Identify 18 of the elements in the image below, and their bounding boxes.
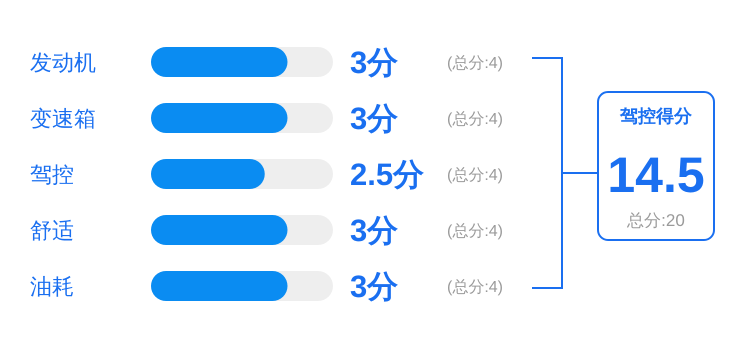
data-label: 3分 xyxy=(350,101,398,136)
y-tick-label: 驾控 xyxy=(30,162,74,187)
text: 驾控得分 xyxy=(619,106,693,126)
text: (总分:4) xyxy=(447,278,503,296)
y-tick-label: 舒适 xyxy=(30,218,74,243)
data-label: 2.5分 xyxy=(350,157,424,192)
text: 14.5 xyxy=(607,147,705,203)
text: (总分:4) xyxy=(447,222,503,240)
text: (总分:4) xyxy=(447,110,503,128)
data-label: 3分 xyxy=(350,269,398,304)
text: (总分:4) xyxy=(447,166,503,184)
text: (总分:4) xyxy=(447,54,503,72)
y-tick-label: 油耗 xyxy=(30,274,74,299)
data-label: 3分 xyxy=(350,213,398,248)
y-tick-label: 发动机 xyxy=(30,50,96,75)
text: 总分:20 xyxy=(626,211,685,230)
data-label: 3分 xyxy=(350,45,398,80)
y-tick-label: 变速箱 xyxy=(30,106,96,131)
